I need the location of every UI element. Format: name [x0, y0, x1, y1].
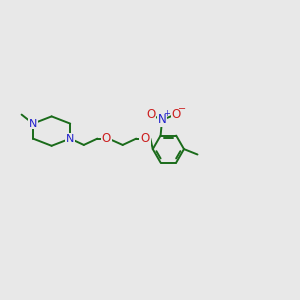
Text: O: O — [101, 132, 111, 145]
Text: N: N — [66, 134, 74, 144]
Text: +: + — [163, 109, 170, 118]
Text: −: − — [178, 104, 186, 114]
Text: N: N — [29, 118, 37, 129]
Text: O: O — [172, 108, 181, 121]
Text: O: O — [146, 108, 155, 121]
Text: N: N — [158, 113, 167, 127]
Text: O: O — [140, 132, 150, 145]
